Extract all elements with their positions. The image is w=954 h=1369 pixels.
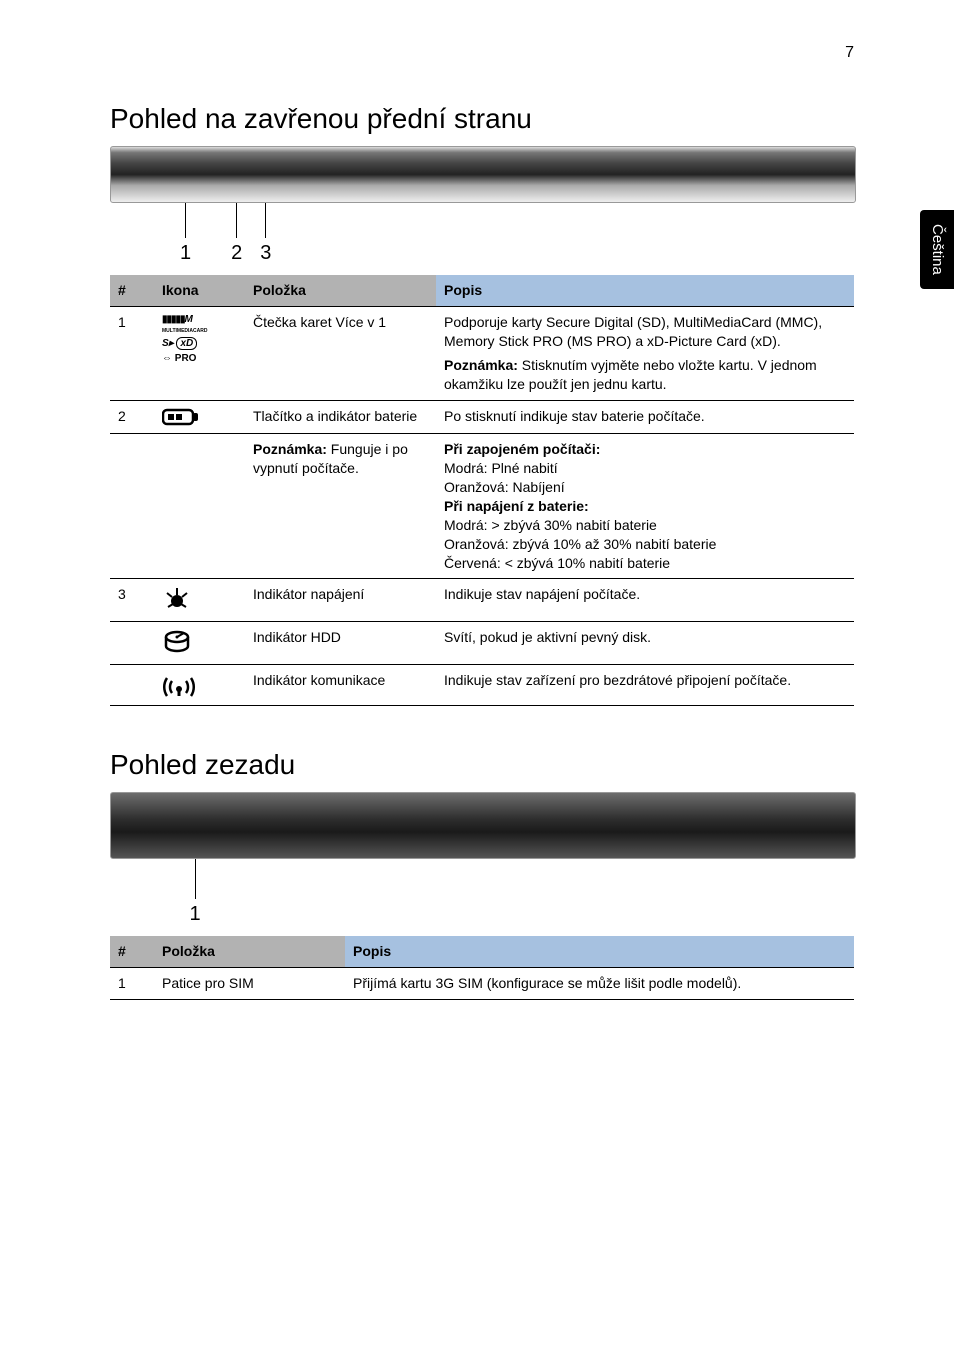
table-row: 1 ▮▮▮▮▮M MULTIMEDIACARD S▸ xD ⇔ PRO Čteč… — [110, 306, 854, 401]
leader-3: 3 — [260, 240, 271, 267]
row2b-item: Poznámka: Funguje i po vypnutí počítače. — [245, 434, 436, 579]
table-header-row: # Položka Popis — [110, 936, 854, 967]
row3c-item: Indikátor komunikace — [245, 665, 436, 706]
col-item: Položka — [154, 936, 345, 967]
rear-leader-1: 1 — [189, 901, 200, 928]
hdd-icon — [154, 622, 245, 665]
wireless-icon — [154, 665, 245, 706]
col-icon: Ikona — [154, 275, 245, 306]
table-row: Indikátor komunikace Indikuje stav zaříz… — [110, 665, 854, 706]
row2b-d2: Modrá: Plné nabití — [444, 459, 846, 478]
row3c-desc: Indikuje stav zařízení pro bezdrátové př… — [436, 665, 854, 706]
table-row: 3 Indikátor napájení Indikuje stav napáj… — [110, 579, 854, 622]
col-desc: Popis — [345, 936, 854, 967]
row2b-d7: Červená: < zbývá 10% nabití baterie — [444, 554, 846, 573]
row1-desc: Podporuje karty Secure Digital (SD), Mul… — [436, 306, 854, 401]
row2b-d5: Modrá: > zbývá 30% nabití baterie — [444, 516, 846, 535]
table-row: 1 Patice pro SIM Přijímá kartu 3G SIM (k… — [110, 968, 854, 1000]
row2-desc: Po stisknutí indikuje stav baterie počít… — [436, 401, 854, 434]
rear-leader: 1 — [190, 859, 200, 928]
row2b-note-label: Poznámka: — [253, 441, 327, 457]
row3b-desc: Svítí, pokud je aktivní pevný disk. — [436, 622, 854, 665]
row3-item: Indikátor napájení — [245, 579, 436, 622]
row1-note-label: Poznámka: — [444, 357, 518, 373]
power-icon — [154, 579, 245, 622]
table-row: 2 Tlačítko a indikátor baterie Po stiskn… — [110, 401, 854, 434]
rear-row1-item: Patice pro SIM — [154, 968, 345, 1000]
row2b-d6: Oranžová: zbývá 10% až 30% nabití bateri… — [444, 535, 846, 554]
row1-desc-text: Podporuje karty Secure Digital (SD), Mul… — [444, 313, 846, 351]
table-row: Poznámka: Funguje i po vypnutí počítače.… — [110, 434, 854, 579]
row1-item: Čtečka karet Více v 1 — [245, 306, 436, 401]
table-row: Indikátor HDD Svítí, pokud je aktivní pe… — [110, 622, 854, 665]
multicard-icon: ▮▮▮▮▮M MULTIMEDIACARD S▸ xD ⇔ PRO — [154, 306, 245, 401]
section2-title: Pohled zezadu — [110, 746, 854, 784]
rear-illustration — [110, 792, 856, 859]
language-tab: Čeština — [920, 210, 954, 289]
front-leader-lines: 1 2 3 — [180, 203, 854, 267]
battery-icon — [154, 401, 245, 434]
page-number: 7 — [845, 42, 854, 64]
row1-num: 1 — [110, 306, 154, 401]
rear-row1-desc: Přijímá kartu 3G SIM (konfigurace se můž… — [345, 968, 854, 1000]
col-hash: # — [110, 275, 154, 306]
table-header-row: # Ikona Položka Popis — [110, 275, 854, 306]
front-closed-illustration — [110, 146, 856, 203]
row2b-d1: Při zapojeném počítači: — [444, 440, 846, 459]
row2b-d3: Oranžová: Nabíjení — [444, 478, 846, 497]
col-item: Položka — [245, 275, 436, 306]
rear-table: # Položka Popis 1 Patice pro SIM Přijímá… — [110, 936, 854, 1000]
front-closed-table: # Ikona Položka Popis 1 ▮▮▮▮▮M MULTIMEDI… — [110, 275, 854, 707]
row3-desc: Indikuje stav napájení počítače. — [436, 579, 854, 622]
col-desc: Popis — [436, 275, 854, 306]
leader-1: 1 — [180, 240, 191, 267]
row3-num: 3 — [110, 579, 154, 622]
rear-row1-num: 1 — [110, 968, 154, 1000]
row2b-d4: Při napájení z baterie: — [444, 497, 846, 516]
row2-num: 2 — [110, 401, 154, 434]
row2-item: Tlačítko a indikátor baterie — [245, 401, 436, 434]
row3b-item: Indikátor HDD — [245, 622, 436, 665]
leader-2: 2 — [231, 240, 242, 267]
section1-title: Pohled na zavřenou přední stranu — [110, 100, 854, 138]
row2b-desc: Při zapojeném počítači: Modrá: Plné nabi… — [436, 434, 854, 579]
col-hash: # — [110, 936, 154, 967]
